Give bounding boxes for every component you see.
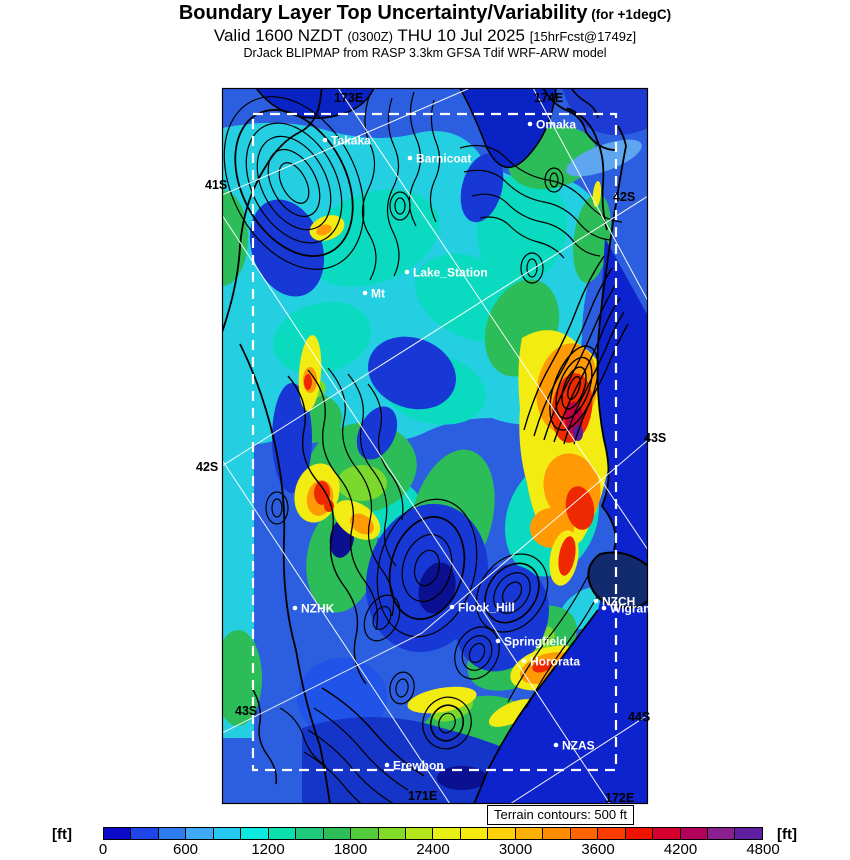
colorbar-segment-2400	[432, 828, 460, 839]
site-marker-mt	[362, 290, 368, 296]
site-marker-nzhk	[292, 605, 298, 611]
graticule-label-lon-174e: 174E	[534, 91, 563, 105]
colorbar-tick-1800: 1800	[333, 841, 368, 858]
graticule-label-lat-42s-left: 42S	[196, 460, 218, 474]
colorbar-segment-0	[104, 828, 131, 839]
graticule-label-lat-44s-right: 44S	[628, 710, 650, 724]
site-label-nzas: NZAS	[562, 739, 595, 753]
colorbar-segment-3800	[624, 828, 653, 839]
colorbar-tick-0: 0	[98, 841, 108, 858]
site-labels: Takaka Barnicoat Omaka Lake_Station Mt NZHK Fl…	[292, 118, 654, 773]
colorbar-segment-4000	[652, 828, 680, 839]
graticule-label-lon-173e: 173E	[334, 91, 363, 105]
graticule-label-lat-43s-left: 43S	[235, 704, 257, 718]
site-label-erewhon: Erewhon	[393, 759, 444, 773]
colorbar-segment-2200	[404, 828, 433, 839]
colorbar-tick-2400: 2400	[416, 841, 450, 858]
site-marker-flock-hill	[449, 604, 455, 610]
colorbar-unit-right: [ft]	[777, 826, 797, 843]
terrain-contours-note: Terrain contours: 500 ft	[487, 805, 634, 825]
site-label-wigram: Wigram	[610, 602, 654, 616]
colorbar-tick-3000: 3000	[498, 841, 533, 858]
site-label-barnicoat: Barnicoat	[416, 152, 471, 166]
map-frame	[221, 87, 649, 805]
site-marker-wigram	[601, 605, 607, 611]
colorbar-tick-4200: 4200	[663, 841, 698, 858]
colorbar-segment-2000	[377, 828, 405, 839]
colorbar-segment-1000	[240, 828, 268, 839]
site-marker-nzch	[593, 598, 599, 604]
site-label-nzhk: NZHK	[301, 602, 335, 616]
title-qualifier: (for +1degC)	[587, 7, 672, 22]
model-line: DrJack BLIPMAP from RASP 3.3km GFSA Tdif…	[243, 46, 607, 60]
graticule-label-lat-41s: 41S	[205, 178, 227, 192]
colorbar-segment-4200	[679, 828, 707, 839]
map-color-field	[222, 88, 648, 804]
site-label-nzch: NZCH	[602, 595, 635, 609]
site-label-takaka: Takaka	[331, 134, 371, 148]
graticule-label-lat-43s-right: 43S	[644, 431, 666, 445]
title-main: Boundary Layer Top Uncertainty/Variabili…	[178, 2, 588, 24]
graticule-labels: 41S 42S 43S 42S 43S 44S 173E 174E 171E 172E	[196, 91, 666, 805]
graticule-label-lon-172e: 172E	[605, 791, 634, 805]
graticule-lines	[222, 88, 648, 804]
colorbar-segment-1400	[295, 828, 323, 839]
site-label-mt: Mt	[371, 287, 385, 301]
domain-boundary-box	[251, 112, 618, 772]
site-marker-springfield	[495, 638, 501, 644]
site-marker-barnicoat	[407, 155, 413, 161]
header: Boundary Layer Top Uncertainty/Variabili…	[0, 2, 850, 61]
site-label-hororata: Hororata	[530, 655, 580, 669]
colorbar-segments	[103, 827, 763, 840]
colorbar-segment-200	[130, 828, 158, 839]
colorbar-tick-1200: 1200	[251, 841, 285, 858]
colorbar-segment-2800	[487, 828, 515, 839]
graticule-label-lon-171e: 171E	[408, 789, 437, 803]
colorbar-segment-4600	[734, 828, 762, 839]
colorbar-segment-1800	[350, 828, 378, 839]
terrain-contours	[222, 88, 648, 804]
colorbar-segment-3600	[597, 828, 625, 839]
colorbar-segment-4400	[706, 828, 735, 839]
colorbar-segment-400	[157, 828, 186, 839]
site-label-lake-station: Lake_Station	[413, 266, 488, 280]
colorbar-segment-3000	[514, 828, 543, 839]
graticule-label-lat-42s-right: 42S	[613, 190, 635, 204]
colorbar-segment-3400	[569, 828, 598, 839]
map-canvas: Takaka Barnicoat Omaka Lake_Station Mt NZHK Fl…	[196, 87, 666, 805]
colorbar-segment-800	[212, 828, 241, 839]
site-label-springfield: Springfield	[504, 635, 567, 649]
colorbar-tick-600: 600	[172, 841, 199, 858]
colorbar-tick-4800: 4800	[746, 841, 780, 858]
site-marker-lake-station	[404, 269, 410, 275]
colorbar-segment-1600	[322, 828, 351, 839]
site-marker-nzas	[553, 742, 559, 748]
colorbar-unit-left: [ft]	[52, 826, 72, 843]
valid-fcst: [15hrFcst@1749z]	[529, 29, 637, 44]
site-marker-hororata	[521, 658, 527, 664]
valid-utc: (0300Z)	[347, 29, 393, 44]
colorbar-ticks: 0 600 1200 1800 2400 3000 3600 4200 4800	[99, 841, 780, 859]
site-marker-takaka	[322, 137, 328, 143]
colorbar-segment-3200	[542, 828, 570, 839]
colorbar-segment-1200	[267, 828, 296, 839]
site-label-omaka: Omaka	[536, 118, 576, 132]
valid-date: THU 10 Jul 2025	[392, 26, 530, 45]
colorbar-segment-2600	[459, 828, 488, 839]
valid-time-line: Valid 1600 NZDT (0300Z) THU 10 Jul 2025 …	[0, 26, 850, 46]
site-label-flock-hill: Flock_Hill	[458, 601, 515, 615]
colorbar-segment-600	[185, 828, 213, 839]
site-marker-omaka	[527, 121, 533, 127]
site-marker-erewhon	[384, 762, 390, 768]
page-title: Boundary Layer Top Uncertainty/Variabili…	[0, 2, 850, 26]
valid-prefix: Valid 1600 NZDT	[213, 26, 348, 45]
colorbar-tick-3600: 3600	[581, 841, 615, 858]
